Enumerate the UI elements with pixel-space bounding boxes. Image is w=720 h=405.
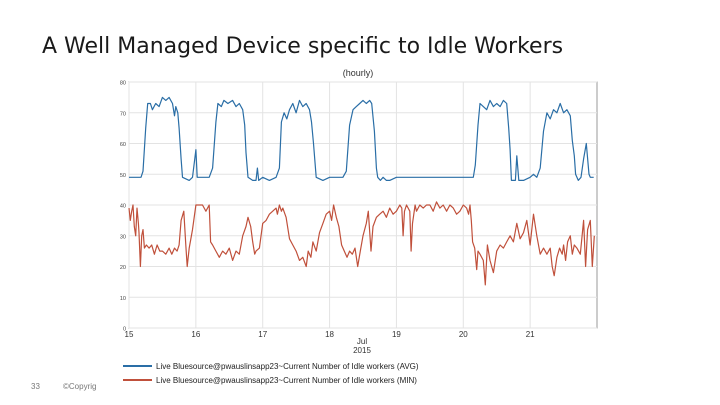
y-tick-label: 70 — [120, 111, 126, 117]
series-line-avg — [129, 96, 594, 181]
y-tick-label: 40 — [120, 204, 126, 210]
x-axis-month-label: Jul — [357, 337, 367, 346]
chart-title: (hourly) — [343, 68, 374, 78]
y-tick-label: 20 — [120, 265, 126, 271]
y-tick-label: 50 — [120, 173, 126, 179]
x-tick-label: 21 — [526, 330, 535, 339]
legend-label: Live Bluesource@pwauslinsapp23~Current N… — [156, 376, 417, 385]
legend: Live Bluesource@pwauslinsapp23~Current N… — [123, 362, 419, 385]
x-axis-year-label: 2015 — [353, 346, 371, 355]
x-tick-label: 19 — [392, 330, 401, 339]
legend-label: Live Bluesource@pwauslinsapp23~Current N… — [156, 362, 419, 371]
y-tick-label: 10 — [120, 296, 126, 302]
x-tick-label: 15 — [125, 330, 134, 339]
series-lines — [128, 96, 595, 286]
axis-tick-labels: 0 10 20 30 40 50 60 70 80 15 16 17 18 19 20 21 — [120, 81, 535, 340]
x-tick-label: 16 — [191, 330, 200, 339]
series-line-min — [128, 201, 595, 286]
x-tick-label: 17 — [258, 330, 267, 339]
copyright-text: ©Copyrig — [63, 382, 97, 391]
page-number: 33 — [31, 382, 40, 391]
y-tick-label: 30 — [120, 234, 126, 240]
x-tick-label: 20 — [459, 330, 468, 339]
y-tick-label: 0 — [123, 327, 126, 333]
y-tick-label: 80 — [120, 81, 126, 87]
slide-title: A Well Managed Device specific to Idle W… — [42, 34, 564, 59]
x-tick-label: 18 — [325, 330, 334, 339]
y-tick-label: 60 — [120, 142, 126, 148]
